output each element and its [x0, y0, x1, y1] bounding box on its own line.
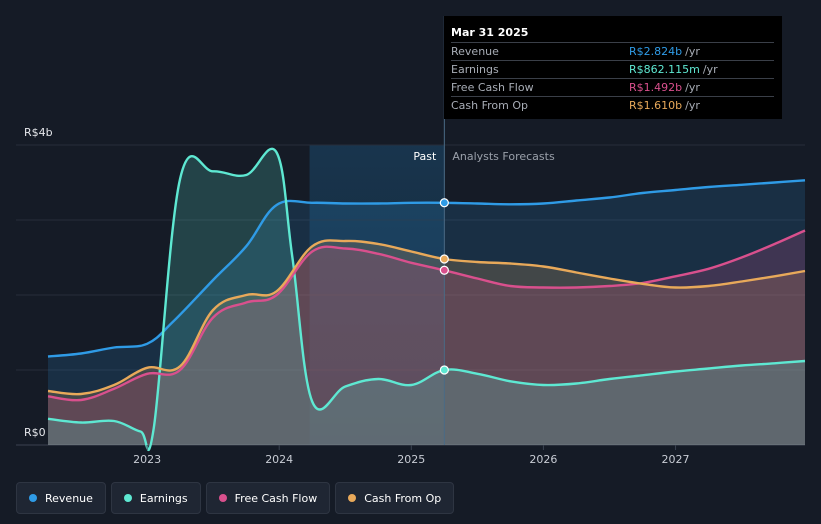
tooltip-row-name: Cash From Op — [451, 99, 529, 112]
tooltip-row-unit: /yr — [702, 63, 718, 76]
analysts-forecasts-label: Analysts Forecasts — [452, 150, 555, 163]
x-tick-label: 2024 — [265, 453, 293, 466]
x-tick-label: 2023 — [133, 453, 161, 466]
earnings-area — [48, 148, 805, 450]
x-tick-label: 2026 — [529, 453, 557, 466]
tooltip-row-unit: /yr — [685, 81, 700, 94]
legend-dot-icon — [123, 494, 132, 502]
tooltip-row-value: R$1.492b — [629, 81, 683, 94]
cash-from-op-line — [47, 239, 806, 396]
tooltip-row: Earnings R$862.115m/yr — [451, 60, 774, 78]
legend-label: Cash From Op — [364, 491, 442, 505]
earnings-line — [47, 147, 806, 451]
tooltip-rows: Revenue R$2.824b/yr Earnings R$862.115m/yr F… — [451, 42, 774, 114]
free-cash-flow-line — [47, 229, 806, 402]
legend-label: Revenue — [45, 491, 93, 505]
free-cash-flow-area — [48, 230, 805, 445]
tooltip-row: Revenue R$2.824b/yr — [451, 42, 774, 60]
hover-markers — [439, 198, 449, 375]
tooltip-date: Mar 31 2025 — [451, 26, 529, 39]
legend-item-free-cash-flow[interactable]: Free Cash Flow — [205, 482, 331, 514]
legend-item-revenue[interactable]: Revenue — [16, 482, 106, 514]
legend-label: Free Cash Flow — [234, 491, 318, 505]
earnings-marker — [439, 365, 449, 375]
legend: Revenue Earnings Free Cash Flow Cash From O… — [16, 482, 455, 514]
x-tick-label: 2025 — [397, 453, 425, 466]
legend-dot-icon — [348, 494, 357, 502]
legend-item-cash-from-op[interactable]: Cash From Op — [335, 482, 455, 514]
revenue-line — [47, 179, 806, 358]
legend-dot-icon — [218, 494, 227, 502]
tooltip-row-value: R$862.115m — [629, 63, 700, 76]
tooltip-row-value: R$2.824b — [629, 45, 683, 58]
y-axis-top-label: R$4b — [24, 126, 53, 139]
legend-label: Earnings — [139, 491, 188, 505]
x-axis-ticks: 2023 2024 2025 2026 2027 — [133, 445, 690, 466]
x-tick-label: 2027 — [662, 453, 690, 466]
cash-from-op-marker — [439, 254, 449, 264]
past-label: Past — [413, 150, 437, 163]
tooltip-row: Cash From Op R$1.610b/yr — [451, 96, 774, 114]
series-lines — [47, 147, 806, 451]
tooltip-row-name: Earnings — [451, 63, 499, 76]
tooltip-row-name: Revenue — [451, 45, 499, 58]
revenue-marker — [439, 198, 449, 208]
legend-item-earnings[interactable]: Earnings — [110, 482, 201, 514]
free-cash-flow-marker — [439, 265, 449, 275]
legend-dot-icon — [29, 494, 37, 502]
tooltip-row-value: R$1.610b — [629, 99, 683, 112]
tooltip-row: Free Cash Flow R$1.492b/yr — [451, 78, 774, 96]
tooltip-row-unit: /yr — [685, 99, 700, 112]
cash-from-op-area — [48, 240, 805, 445]
tooltip-row-unit: /yr — [685, 45, 700, 58]
tooltip-row-name: Free Cash Flow — [451, 81, 534, 94]
tooltip-panel: Mar 31 2025 Revenue R$2.824b/yr Earnings R$… — [444, 16, 782, 119]
y-axis-bottom-label: R$0 — [24, 426, 46, 439]
